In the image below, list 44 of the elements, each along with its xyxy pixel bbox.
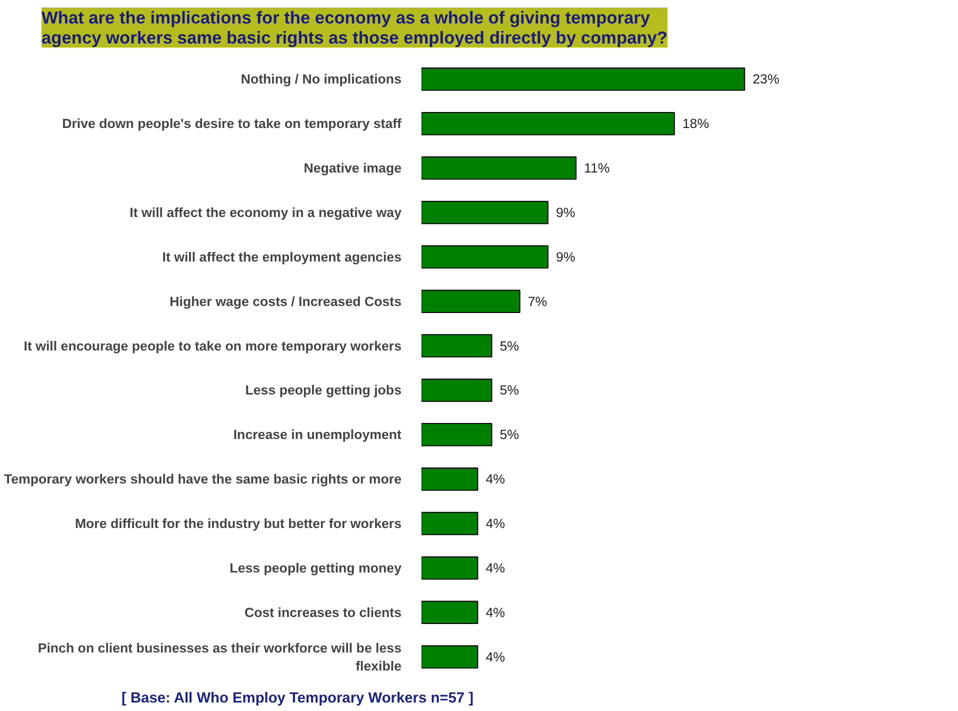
bar: [422, 112, 675, 136]
data-label: 4%: [486, 472, 506, 487]
bar: [422, 290, 520, 313]
data-label: 4%: [486, 649, 506, 664]
bar: [422, 68, 746, 91]
y-tick-label: Cost increases to clients: [244, 604, 402, 620]
y-tick-label: Pinch on client businesses as their workforce will be less flexible: [38, 640, 402, 674]
bar: [422, 645, 478, 668]
y-tick-label: Drive down people's desire to take on temporary staff: [62, 116, 402, 132]
bar: [422, 200, 548, 224]
y-tick-label: Higher wage costs / Increased Costs: [170, 294, 402, 309]
data-label: 18%: [682, 116, 710, 132]
y-tick-label: It will affect the employment agencies: [162, 249, 402, 264]
data-label: 5%: [500, 338, 520, 354]
data-label: 5%: [500, 382, 520, 398]
data-label: 5%: [500, 427, 520, 442]
data-label: 23%: [752, 72, 780, 87]
data-label: 4%: [486, 604, 506, 620]
data-label: 7%: [528, 294, 548, 309]
bar: [422, 556, 478, 580]
y-tick-label: Negative image: [304, 160, 402, 176]
y-tick-label: Less people getting money: [230, 560, 402, 576]
bar: [422, 245, 548, 269]
y-tick-label: It will encourage people to take on more temporary workers: [24, 338, 402, 354]
bar: [422, 156, 577, 180]
data-label: 9%: [556, 249, 576, 264]
bar: [422, 512, 478, 536]
bar: [422, 334, 492, 358]
bar: [422, 467, 478, 491]
text: [ Base: All Who Employ Temporary Workers n=57 ]: [122, 690, 474, 706]
y-tick-label: More difficult for the industry but better for workers: [74, 516, 402, 532]
data-label: 11%: [584, 160, 610, 176]
y-tick-label: Less people getting jobs: [245, 382, 402, 398]
y-tick-label: Temporary workers should have the same basic rights or more: [4, 472, 402, 487]
bar: [422, 378, 492, 402]
y-tick-label: Nothing / No implications: [240, 72, 402, 87]
bar: [422, 600, 478, 624]
y-tick-label: It will affect the economy in a negative way: [130, 204, 402, 220]
data-label: 9%: [556, 204, 576, 220]
chart-title: What are the implications for the economy as a whole of giving temporary agency workers same basic rights as those employed directly by company?: [42, 8, 668, 48]
bar: [422, 423, 492, 446]
data-label: 4%: [486, 560, 506, 576]
y-tick-label: Increase in unemployment: [233, 427, 402, 442]
data-label: 4%: [486, 516, 506, 532]
